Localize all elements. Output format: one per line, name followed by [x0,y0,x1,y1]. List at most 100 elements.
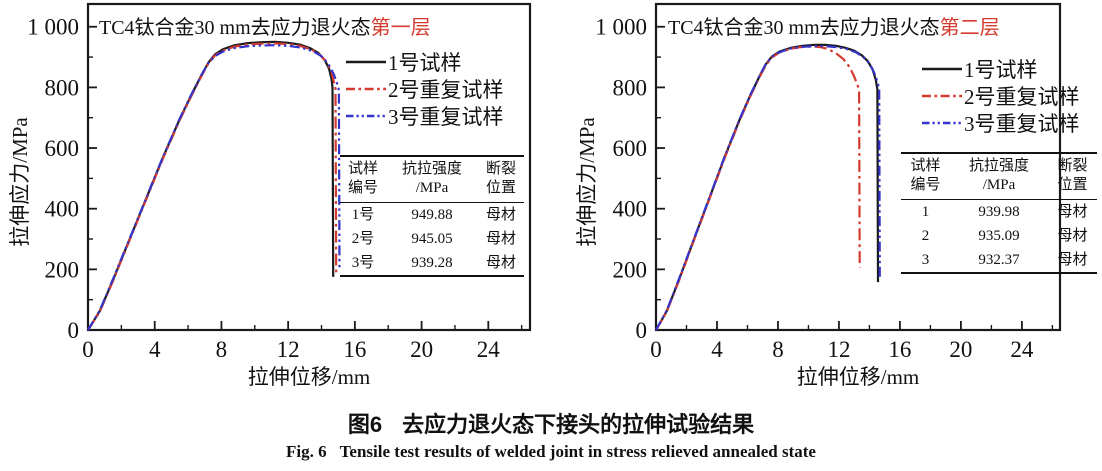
legend-item-1: 1号试样 [920,55,1080,82]
legend-line-icon [922,121,962,124]
svg-text:0: 0 [650,337,662,362]
header-line: 位置 [1057,177,1088,193]
svg-text:16: 16 [343,337,366,362]
header-line: 抗拉强度 [401,161,462,177]
table-row: 3号 939.28 母材 [340,251,524,276]
chart-title: TC4钛合金30 mm去应力退火态第二层 [668,11,1000,40]
legend-item-2: 2号重复试样 [344,75,504,102]
legend-line-icon [346,114,386,117]
header-line: /MPa [982,177,1016,193]
svg-text:8: 8 [216,337,228,362]
table-row: 1号 949.88 母材 [340,203,524,228]
col-header-sample: 试样 编号 [340,156,386,203]
legend-label: 2号重复试样 [388,77,504,102]
cell-sample-id: 1号 [351,207,375,223]
chart-title-highlight: 第二层 [939,17,1000,39]
results-table-body: 1号 949.88 母材 2号 945.05 母材 3号 939.28 母材 [340,203,524,277]
cell-fracture: 母材 [485,207,516,223]
legend-line-icon [346,87,386,90]
charts-row: 0 4 8 12 16 20 24 0 200 400 600 800 1 000 TC4钛合金30 m… [0,0,1097,402]
legend-line-icon [922,94,962,97]
svg-text:0: 0 [82,337,94,362]
y-axis-label: 拉伸应力/MPa [8,117,32,247]
header-line: 抗拉强度 [968,158,1029,174]
legend-label: 3号重复试样 [388,104,504,129]
col-header-fracture: 断裂 位置 [477,156,524,203]
cell-strength: 939.98 [978,204,1020,220]
svg-text:4: 4 [711,337,723,362]
cell-sample-id: 2 [921,228,930,244]
svg-text:0: 0 [636,318,648,343]
svg-text:16: 16 [888,337,911,362]
col-header-strength: 抗拉强度/MPa [950,153,1048,200]
svg-text:20: 20 [410,337,433,362]
legend-line-icon [346,60,386,63]
cell-strength: 932.37 [978,252,1020,268]
chart-title-main: TC4钛合金30 mm去应力退火态 [668,17,940,39]
svg-text:24: 24 [1010,337,1033,362]
results-table-head: 试样编号 抗拉强度/MPa 断裂位置 [340,156,524,203]
cell-fracture: 母材 [485,255,516,271]
table-row: 2号 945.05 母材 [340,227,524,251]
legend-item-3: 3号重复试样 [344,102,504,129]
svg-text:1 000: 1 000 [27,15,79,40]
cell-sample-id: 2号 [351,231,375,247]
legend: 1号试样 2号重复试样 3号重复试样 [920,55,1080,136]
header-line: 断裂 [485,161,516,177]
cell-fracture: 母材 [1057,252,1088,268]
caption-cn-label: 图6 [347,412,383,437]
svg-text:0: 0 [68,318,80,343]
cell-sample-id: 3 [921,252,930,268]
chart-title: TC4钛合金30 mm去应力退火态第一层 [99,11,431,40]
svg-text:800: 800 [613,75,648,100]
cell-sample-id: 1 [921,204,930,220]
header-line: 试样 [347,161,378,177]
legend-item-3: 3号重复试样 [920,109,1080,136]
svg-text:20: 20 [949,337,972,362]
cell-fracture: 母材 [1057,204,1088,220]
legend-label: 1号试样 [388,50,462,75]
cell-strength: 945.05 [411,231,453,247]
header-line: 位置 [485,180,516,196]
header-line: /MPa [415,180,449,196]
x-axis-label: 拉伸位移/mm [247,365,371,389]
results-table: 试样编号 抗拉强度/MPa 断裂位置 1 939.98 母材 2 935.09 … [901,152,1097,274]
svg-text:1 000: 1 000 [595,15,647,40]
table-row: 2 935.09 母材 [901,224,1097,248]
caption-en-text: Tensile test results of welded joint in … [339,442,816,461]
legend: 1号试样 2号重复试样 3号重复试样 [344,48,504,129]
table-header-row: 试样编号 抗拉强度/MPa 断裂位置 [901,153,1097,200]
caption-cn: 图6 去应力退火态下接头的拉伸试验结果 [0,407,1102,439]
header-line: 编号 [910,177,941,193]
chart-title-highlight: 第一层 [370,17,431,39]
cell-sample-id: 3号 [351,255,375,271]
y-axis-label: 拉伸应力/MPa [575,117,599,247]
legend-item-2: 2号重复试样 [920,82,1080,109]
cell-strength: 949.88 [411,207,453,223]
cell-fracture: 母材 [485,231,516,247]
table-row: 1 939.98 母材 [901,200,1097,225]
chart-layer-1: 0 4 8 12 16 20 24 0 200 400 600 800 1 000 TC4钛合金30 m… [0,0,551,402]
svg-text:12: 12 [277,337,300,362]
svg-text:200: 200 [45,257,80,282]
cell-strength: 935.09 [978,228,1020,244]
cell-fracture: 母材 [1057,228,1088,244]
cell-strength: 939.28 [411,255,453,271]
svg-text:600: 600 [45,136,80,161]
header-line: 断裂 [1057,158,1088,174]
caption-en: Fig. 6 Tensile test results of welded joi… [0,442,1102,462]
results-table: 试样编号 抗拉强度/MPa 断裂位置 1号 949.88 母材 2号 945.0… [340,155,524,277]
caption-cn-text: 去应力退火态下接头的拉伸试验结果 [402,412,755,437]
header-line: 试样 [910,158,941,174]
header-line: 编号 [347,180,378,196]
svg-text:600: 600 [613,136,648,161]
svg-text:8: 8 [772,337,784,362]
col-header-strength: 抗拉强度/MPa [386,156,478,203]
chart-title-main: TC4钛合金30 mm去应力退火态 [99,17,371,39]
svg-text:24: 24 [477,337,501,362]
results-table-body: 1 939.98 母材 2 935.09 母材 3 932.37 母材 [901,200,1097,274]
svg-text:200: 200 [613,257,648,282]
col-header-sample: 试样 编号 [901,153,950,200]
